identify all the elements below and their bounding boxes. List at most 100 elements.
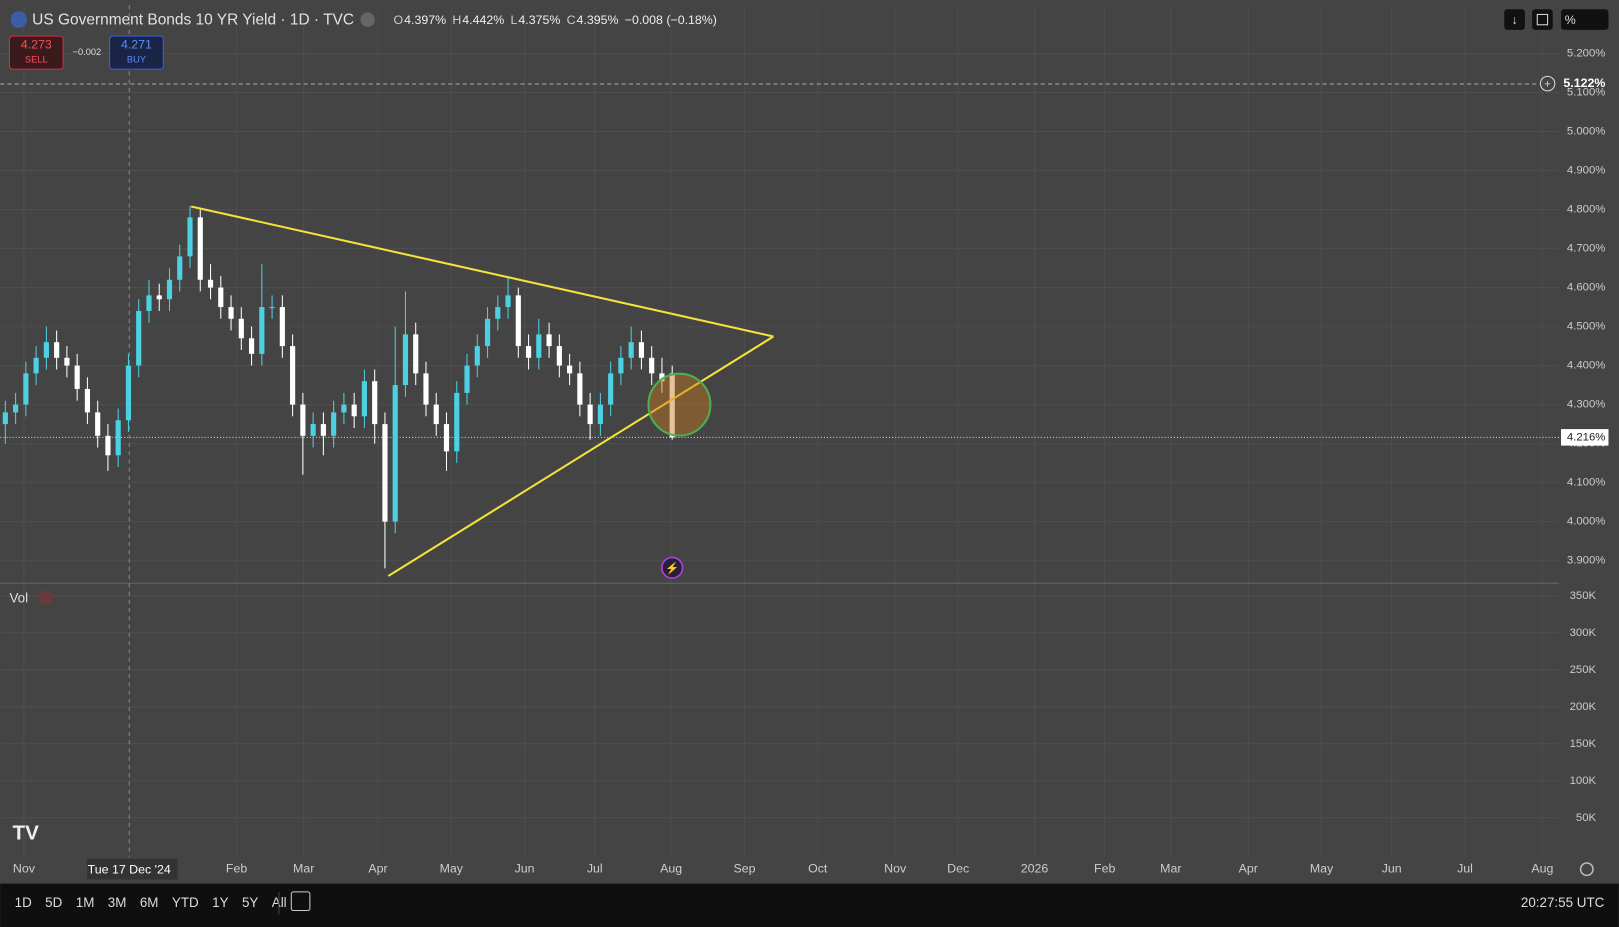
flag-icon (10, 11, 28, 28)
volume-tick-label: 250K (1570, 664, 1597, 676)
candle-body (587, 404, 593, 425)
volume-label: Vol (9, 590, 28, 605)
ohlc-value: 4.395% (577, 13, 619, 27)
candle-body (166, 279, 173, 300)
y-tick-label: 4.800% (1567, 204, 1605, 216)
status-dot (360, 12, 375, 27)
trend-line-upper[interactable] (190, 205, 774, 338)
candle-body (372, 381, 378, 425)
ohlc-value: 4.442% (462, 13, 504, 27)
y-tick-label: 5.000% (1567, 126, 1605, 138)
candle-body (525, 346, 532, 358)
candle-body (238, 318, 244, 339)
range-button[interactable]: 6M (140, 895, 159, 910)
ohlc-key: O (393, 13, 403, 27)
x-tick-label: May (1310, 861, 1334, 875)
candle-body (23, 373, 29, 405)
x-tick-label: Aug (660, 861, 682, 875)
ohlc-value: 4.397% (404, 13, 446, 27)
x-tick-label: Feb (226, 861, 247, 875)
event-icon[interactable] (661, 556, 684, 579)
range-button[interactable]: 5D (45, 895, 62, 910)
x-tick-label: Feb (1094, 861, 1115, 875)
candle-body (505, 295, 511, 308)
y-tick-label: 4.700% (1567, 243, 1605, 255)
ohlc-key: H (452, 13, 461, 27)
refresh-button[interactable] (1532, 9, 1553, 30)
y-tick-label: 4.000% (1567, 516, 1605, 528)
candle-body (43, 342, 49, 358)
settings-icon[interactable] (1579, 862, 1594, 877)
candle-body (484, 318, 491, 347)
candle-body (2, 412, 8, 425)
candle-body (156, 295, 162, 300)
candle-body (105, 435, 111, 456)
volume-tick-label: 200K (1570, 701, 1597, 713)
volume-tick-label: 300K (1570, 627, 1597, 639)
candle-body (310, 424, 316, 436)
candle-body (259, 307, 265, 354)
trend-line-lower[interactable] (387, 335, 774, 577)
candle-body (269, 307, 275, 309)
alert-add-icon[interactable] (1539, 75, 1556, 92)
buy-price: 4.271 (121, 38, 152, 52)
x-tick-label: Apr (368, 861, 387, 875)
candle-body (351, 404, 357, 417)
candle-body (136, 310, 142, 366)
date-range-button[interactable] (290, 891, 311, 911)
ohlc-change: −0.008 (−0.18%) (625, 13, 717, 27)
download-button[interactable] (1504, 9, 1525, 30)
y-tick-label: 5.100% (1567, 87, 1605, 99)
range-button[interactable]: 1Y (212, 895, 228, 910)
range-button[interactable]: 1M (76, 895, 95, 910)
candle-body (341, 404, 347, 413)
symbol-title[interactable]: US Government Bonds 10 YR Yield · 1D · T… (32, 12, 354, 29)
spread: −0.002 (73, 47, 102, 57)
x-tick-label: May (440, 861, 464, 875)
x-tick-label: Jun (1382, 861, 1402, 875)
candle-body (13, 404, 19, 413)
y-tick-label: 4.400% (1567, 360, 1605, 372)
candle-body (218, 287, 224, 308)
volume-tick-label: 350K (1570, 590, 1597, 602)
sell-button[interactable] (8, 35, 64, 70)
range-button[interactable]: 5Y (242, 895, 258, 910)
scale-mode-button[interactable] (1561, 9, 1609, 30)
highlight-circle[interactable] (647, 372, 712, 437)
candle-body (638, 342, 645, 358)
volume-warning[interactable] (38, 590, 53, 605)
ohlc-key: C (567, 13, 576, 27)
x-tick-label: Jul (1457, 861, 1473, 875)
candle-body (95, 412, 101, 436)
x-tick-label: Aug (1531, 861, 1553, 875)
candle-body (659, 373, 665, 382)
buy-button[interactable] (109, 35, 164, 70)
last-price-box (1561, 429, 1609, 446)
candle-body (567, 365, 573, 374)
last-price-label: 4.216% (1567, 431, 1605, 443)
y-tick-label: 5.200% (1567, 48, 1605, 60)
candle-body (64, 357, 70, 366)
candle-body (649, 357, 655, 374)
range-button[interactable]: 1D (15, 895, 32, 910)
tv-logo[interactable]: TV (13, 822, 40, 845)
candle-body (74, 365, 80, 389)
y-tick-label: 4.600% (1567, 282, 1605, 294)
candle-body (474, 346, 480, 366)
candle-body (290, 346, 296, 405)
candle-body (320, 424, 326, 436)
alert-add-glyph: + (1544, 79, 1551, 91)
y-tick-label: 3.900% (1567, 555, 1605, 567)
range-button[interactable]: 3M (108, 895, 127, 910)
x-tick-label: Jun (515, 861, 535, 875)
range-button[interactable]: YTD (172, 895, 199, 910)
candle-body (392, 385, 398, 522)
candle-body (464, 365, 470, 393)
buy-label: BUY (127, 54, 146, 64)
clock: 20:27:55 UTC (1521, 895, 1605, 910)
candle-body (361, 381, 368, 417)
sell-label: SELL (25, 54, 48, 64)
volume-tick-label: 150K (1570, 738, 1597, 750)
candle-body (423, 373, 429, 405)
